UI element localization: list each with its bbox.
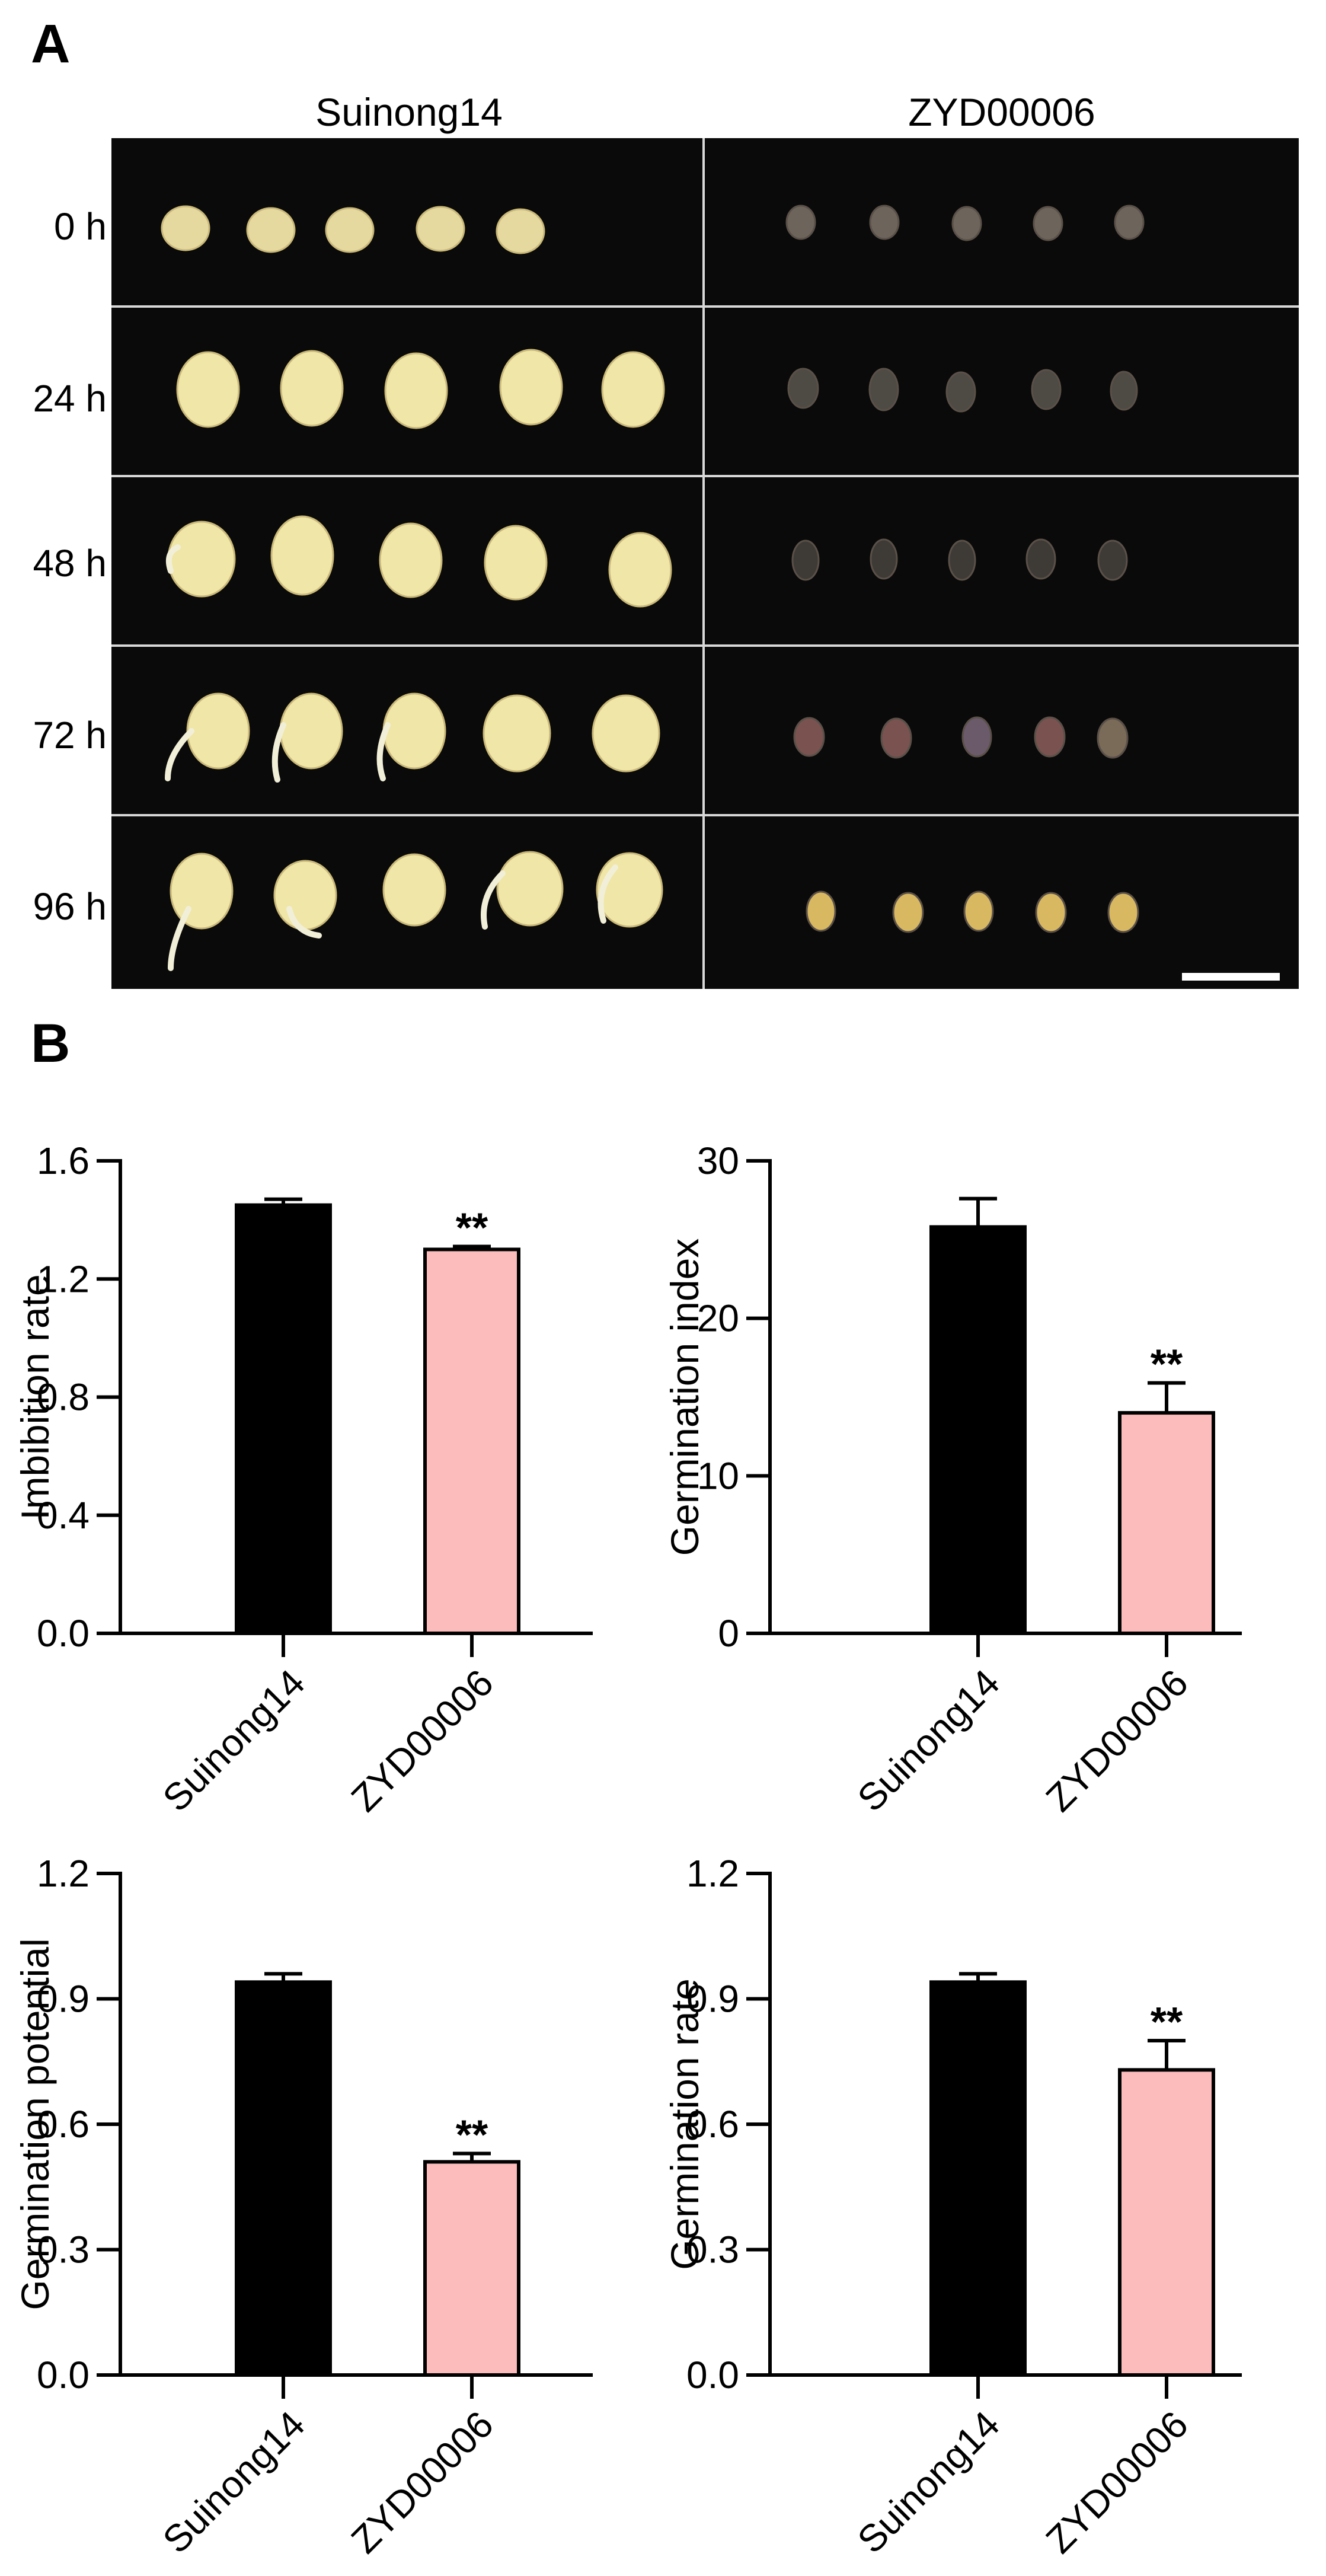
germination-rate-significance-1: ** [1151,1999,1183,2045]
imbibition-rate-ytick-label-2: 0.8 [37,1376,90,1419]
zyd00006-seeds [785,205,1145,933]
germination-index-ytick-label-3: 30 [697,1139,739,1182]
row-label-24h: 24 h [33,377,107,420]
suinong14-seeds [161,205,672,931]
imbibition-rate-xtick-label-0: Suinong14 [155,1661,313,1820]
column-title-zyd00006: ZYD00006 [908,90,1095,134]
germination-potential-ytick-label-1: 0.3 [37,2229,90,2271]
imbibition-rate-bar-0 [235,1203,332,1635]
row-label-48h: 48 h [33,542,107,585]
suinong14-radicles [165,544,618,971]
imbibition-rate-ylabel: Imbibition rate [13,1274,57,1520]
imbibition-rate-ytick-label-1: 0.4 [37,1494,90,1537]
germination-potential-ytick-label-2: 0.6 [37,2103,90,2146]
germination-potential-bar-1 [423,2160,520,2377]
germination-rate-ylabel: Germination rate [663,1978,707,2270]
germination-potential-xtick-label-1: ZYD00006 [343,2403,501,2561]
germination-potential-bar-0 [235,1980,332,2377]
scale-bar [1182,973,1280,981]
germination-index-ytick-label-0: 0 [718,1612,739,1655]
imbibition-rate-ytick-label-4: 1.6 [37,1139,90,1182]
germination-rate-bar-0 [929,1980,1027,2377]
germination-rate-ytick-label-0: 0.0 [686,2354,739,2396]
germination-rate-bar-1 [1118,2068,1215,2377]
seed-germination-photo-grid [111,138,1299,989]
row-label-96h: 96 h [33,885,107,928]
germination-index-bar-1 [1118,1411,1215,1635]
germination-index-ylabel: Germination index [663,1238,707,1556]
germination-index-bar-0 [929,1225,1027,1636]
imbibition-rate-ytick-label-0: 0.0 [37,1612,90,1655]
germination-index-significance-1: ** [1151,1341,1183,1387]
germination-index-ytick-label-1: 10 [697,1454,739,1497]
germination-potential-significance-1: ** [456,2111,488,2157]
germination-potential-ytick-label-3: 0.9 [37,1978,90,2020]
germination-potential-xtick-label-0: Suinong14 [155,2403,313,2561]
imbibition-rate-ytick-label-3: 1.2 [37,1257,90,1300]
row-label-72h: 72 h [33,714,107,756]
germination-index-xtick-label-0: Suinong14 [849,1661,1008,1820]
panel-a-label: A [31,14,71,74]
germination-rate-xtick-label-1: ZYD00006 [1038,2403,1196,2561]
row-label-0h: 0 h [54,205,107,248]
imbibition-rate-bar-1 [423,1247,520,1635]
column-title-suinong14: Suinong14 [315,90,503,134]
germination-potential-ylabel: Germination potential [13,1938,57,2310]
imbibition-rate-significance-1: ** [456,1204,488,1250]
germination-potential-ytick-label-0: 0.0 [37,2354,90,2396]
germination-rate-ytick-label-4: 1.2 [686,1852,739,1895]
germination-rate-ytick-label-1: 0.3 [686,2229,739,2271]
germination-rate-ytick-label-2: 0.6 [686,2103,739,2146]
imbibition-rate-xtick-label-1: ZYD00006 [343,1661,501,1820]
germination-index-ytick-label-2: 20 [697,1297,739,1340]
germination-rate-ytick-label-3: 0.9 [686,1978,739,2020]
germination-potential-ytick-label-4: 1.2 [37,1852,90,1895]
germination-index-xtick-label-1: ZYD00006 [1038,1661,1196,1820]
panel-b-label: B [31,1013,71,1074]
germination-rate-xtick-label-0: Suinong14 [849,2403,1008,2561]
